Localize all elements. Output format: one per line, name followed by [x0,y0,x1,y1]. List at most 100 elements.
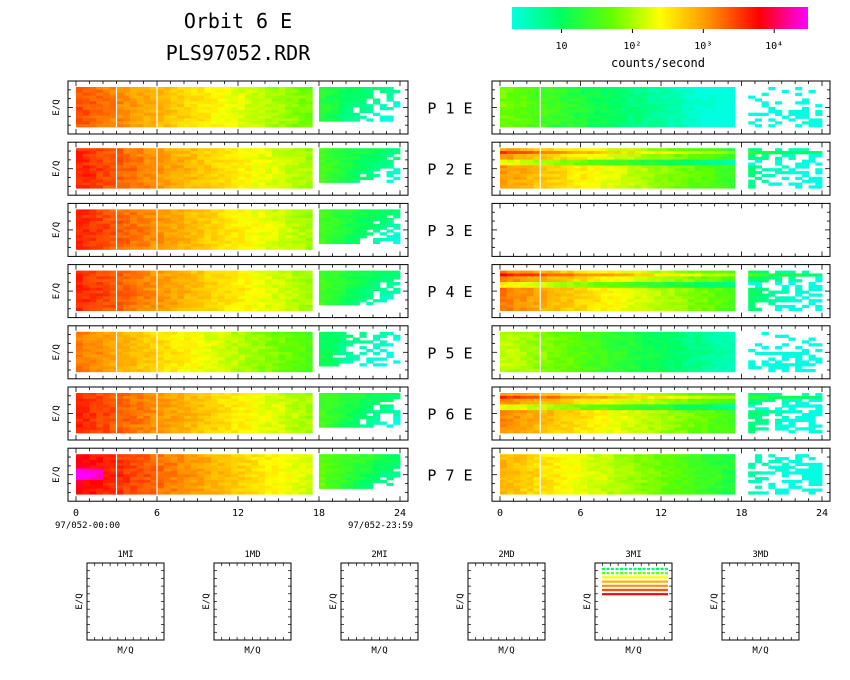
spectrogram-cell [285,340,293,344]
spectrogram-cell [533,162,541,166]
spectrogram-cell [157,293,165,297]
spectrogram-cell [707,101,716,105]
spectrogram-cell [386,284,394,289]
spectrogram-cell [748,148,756,152]
spectrogram-cell [607,346,615,350]
spectrogram-cell [244,179,252,183]
spectrogram-cell [163,173,171,178]
spectrogram-cell [177,112,185,116]
spectrogram-cell [177,299,185,303]
spectrogram-cell [506,284,514,289]
spectrogram-cell [130,101,138,105]
spectrogram-cell [251,346,259,350]
spectrogram-cell [285,348,293,353]
spectrogram-cell [244,302,252,306]
spectrogram-cell [513,293,521,297]
spectrogram-cell [707,124,716,128]
spectrogram-cell [190,276,198,280]
spectrogram-cell [177,284,185,289]
spectrogram-cell [707,287,716,291]
spectrogram-cell [560,87,568,91]
spectrogram-cell [298,95,306,99]
spectrogram-cell [600,296,608,300]
spectrogram-cell [143,87,151,91]
spectrogram-cell [768,151,776,155]
spectrogram-cell [667,279,675,283]
spectrogram-cell [251,235,259,239]
spectrogram-cell [694,273,702,277]
spectrogram-cell [768,276,776,280]
spectrogram-cell [319,226,327,230]
spectrogram-cell [593,302,602,306]
spectrogram-cell [292,115,300,119]
spectrogram-cell [217,363,225,367]
spectrogram-cell [546,109,555,114]
spectrogram-cell [163,176,171,181]
spectrogram-cell [184,270,192,274]
spectrogram-cell [573,185,581,189]
spectrogram-cell [217,151,225,155]
spectrogram-cell [567,179,575,183]
spectrogram-cell [614,273,622,277]
spectrogram-cell [285,346,293,350]
spectrogram-cell [346,296,354,300]
spectrogram-cell [157,366,165,370]
spectrogram-cell [352,165,360,169]
spectrogram-cell [143,363,151,367]
spectrogram-cell [292,340,300,344]
spectrogram-cell [526,279,534,283]
spectrogram-cell [89,366,97,370]
spectrogram-cell [96,337,104,341]
spectrogram-cell [808,302,816,306]
spectrogram-cell [701,107,709,111]
spectrogram-cell [513,357,521,361]
spectrogram-cell [103,148,111,152]
spectrogram-cell [580,354,588,358]
spectrogram-cell [614,360,622,364]
spectrogram-cell [580,168,588,172]
spectrogram-cell [513,185,521,189]
spectrogram-cell [560,171,568,175]
spectrogram-cell [614,173,622,178]
spectrogram-cell [292,162,300,166]
spectrogram-cell [163,304,171,309]
spectrogram-cell [661,282,669,286]
spectrogram-cell [768,118,776,122]
spectrogram-cell [339,87,347,91]
spectrogram-cell [346,299,354,303]
spectrogram-cell [721,92,729,96]
spectrogram-cell [136,360,144,364]
spectrogram-cell [540,348,548,353]
spectrogram-cell [513,95,521,99]
spectrogram-cell [251,337,259,341]
spectrogram-cell [190,107,198,111]
spectrogram-cell [109,360,117,364]
spectrogram-cell [177,229,185,233]
spectrogram-cell [170,220,178,225]
spectrogram-cell [82,112,90,116]
spectrogram-cell [614,282,622,286]
spectrogram-cell [217,331,225,336]
spectrogram-cell [143,360,151,364]
spectrogram-cell [251,176,259,181]
spectrogram-cell [298,162,306,166]
spectrogram-cell [130,299,138,303]
spectrogram-cell [768,293,776,297]
spectrogram-cell [211,98,219,102]
spectrogram-cell [76,223,84,227]
spectrogram-cell [238,331,246,336]
spectrogram-cell [184,273,192,277]
spectrogram-cell [661,124,669,128]
spectrogram-cell [319,363,327,367]
spectrogram-cell [393,101,401,105]
spectrogram-cell [815,109,823,114]
spectrogram-cell [513,171,521,175]
spectrogram-cell [654,165,662,169]
spectrogram-cell [687,284,695,289]
spectrogram-cell [560,302,568,306]
spectrogram-cell [513,87,521,91]
spectrogram-cell [224,346,232,350]
spectrogram-cell [573,112,581,116]
spectrogram-cell [217,284,225,289]
spectrogram-cell [211,109,219,114]
